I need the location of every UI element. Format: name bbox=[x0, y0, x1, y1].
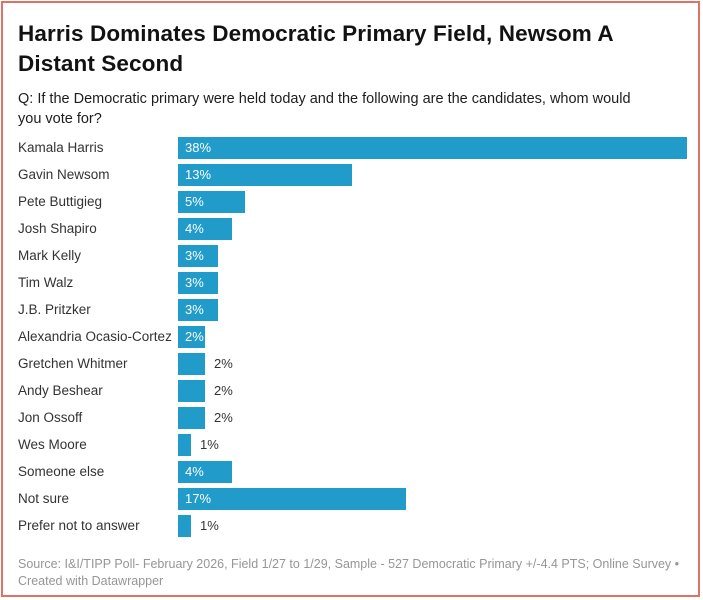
candidate-label: Tim Walz bbox=[18, 275, 74, 290]
chart-row: Josh Shapiro 4% bbox=[18, 215, 690, 242]
bar-track: 1% bbox=[178, 512, 690, 539]
value-label: 38% bbox=[185, 140, 212, 155]
chart-row: Jon Ossoff 2% bbox=[18, 404, 690, 431]
bar: 13% bbox=[178, 163, 352, 186]
bar-track: 13% bbox=[178, 161, 690, 188]
bar bbox=[178, 514, 191, 537]
bar-track: 2% bbox=[178, 350, 690, 377]
bar-track: 2% bbox=[178, 377, 690, 404]
value-label: 2% bbox=[214, 383, 233, 398]
value-label: 1% bbox=[200, 518, 219, 533]
source-note: Source: I&I/TIPP Poll- February 2026, Fi… bbox=[18, 557, 680, 588]
candidate-label: Gavin Newsom bbox=[18, 167, 110, 182]
chart-row: Gretchen Whitmer 2% bbox=[18, 350, 690, 377]
value-label: 2% bbox=[214, 356, 233, 371]
chart-row: Andy Beshear 2% bbox=[18, 377, 690, 404]
chart-row: Tim Walz 3% bbox=[18, 269, 690, 296]
bar bbox=[178, 352, 205, 375]
bar: 38% bbox=[178, 136, 687, 159]
bar: 3% bbox=[178, 298, 218, 321]
chart-row: Prefer not to answer 1% bbox=[18, 512, 690, 539]
chart-row: Wes Moore 1% bbox=[18, 431, 690, 458]
bar-track: 17% bbox=[178, 485, 690, 512]
value-label: 3% bbox=[185, 275, 204, 290]
candidate-label: Gretchen Whitmer bbox=[18, 356, 128, 371]
value-label: 1% bbox=[200, 437, 219, 452]
value-label: 5% bbox=[185, 194, 204, 209]
value-label: 3% bbox=[185, 248, 204, 263]
bar-rows: Kamala Harris 38% Gavin Newsom 13% Pete Butt… bbox=[18, 134, 690, 539]
bar bbox=[178, 379, 205, 402]
chart-row: Alexandria Ocasio-Cortez 2% bbox=[18, 323, 690, 350]
bar bbox=[178, 433, 191, 456]
value-label: 4% bbox=[185, 221, 204, 236]
value-label: 3% bbox=[185, 302, 204, 317]
candidate-label: Jon Ossoff bbox=[18, 410, 83, 425]
bar: 3% bbox=[178, 271, 218, 294]
chart-row: Pete Buttigieg 5% bbox=[18, 188, 690, 215]
bar-chart: Kamala Harris 38% Gavin Newsom 13% Pete Butt… bbox=[18, 134, 690, 539]
bar-track: 4% bbox=[178, 215, 690, 242]
candidate-label: Pete Buttigieg bbox=[18, 194, 103, 209]
chart-row: Mark Kelly 3% bbox=[18, 242, 690, 269]
chart-row: Kamala Harris 38% bbox=[18, 134, 690, 161]
bar-track: 2% bbox=[178, 404, 690, 431]
chart-row: Gavin Newsom 13% bbox=[18, 161, 690, 188]
bar-track: 4% bbox=[178, 458, 690, 485]
bar: 5% bbox=[178, 190, 245, 213]
value-label: 17% bbox=[185, 491, 212, 506]
candidate-label: Wes Moore bbox=[18, 437, 87, 452]
bar-track: 3% bbox=[178, 269, 690, 296]
value-label: 4% bbox=[185, 464, 204, 479]
bar-track: 3% bbox=[178, 296, 690, 323]
bar: 2% bbox=[178, 325, 205, 348]
bar bbox=[178, 406, 205, 429]
candidate-label: Alexandria Ocasio-Cortez bbox=[18, 329, 172, 344]
bar-track: 5% bbox=[178, 188, 690, 215]
bar-track: 2% bbox=[178, 323, 690, 350]
candidate-label: Prefer not to answer bbox=[18, 518, 140, 533]
candidate-label: Andy Beshear bbox=[18, 383, 103, 398]
bar-track: 1% bbox=[178, 431, 690, 458]
candidate-label: Kamala Harris bbox=[18, 140, 104, 155]
value-label: 2% bbox=[185, 329, 204, 344]
chart-subtitle: Q: If the Democratic primary were held t… bbox=[18, 91, 631, 127]
candidate-label: J.B. Pritzker bbox=[18, 302, 91, 317]
chart-row: Not sure 17% bbox=[18, 485, 690, 512]
candidate-label: Josh Shapiro bbox=[18, 221, 97, 236]
candidate-label: Not sure bbox=[18, 491, 70, 506]
value-label: 13% bbox=[185, 167, 212, 182]
bar: 4% bbox=[178, 460, 232, 483]
bar-track: 38% bbox=[178, 134, 690, 161]
candidate-label: Mark Kelly bbox=[18, 248, 82, 263]
chart-title: Harris Dominates Democratic Primary Fiel… bbox=[18, 21, 614, 76]
chart-row: J.B. Pritzker 3% bbox=[18, 296, 690, 323]
bar-track: 3% bbox=[178, 242, 690, 269]
bar: 17% bbox=[178, 487, 406, 510]
candidate-label: Someone else bbox=[18, 464, 105, 479]
bar: 4% bbox=[178, 217, 232, 240]
bar: 3% bbox=[178, 244, 218, 267]
value-label: 2% bbox=[214, 410, 233, 425]
chart-row: Someone else 4% bbox=[18, 458, 690, 485]
